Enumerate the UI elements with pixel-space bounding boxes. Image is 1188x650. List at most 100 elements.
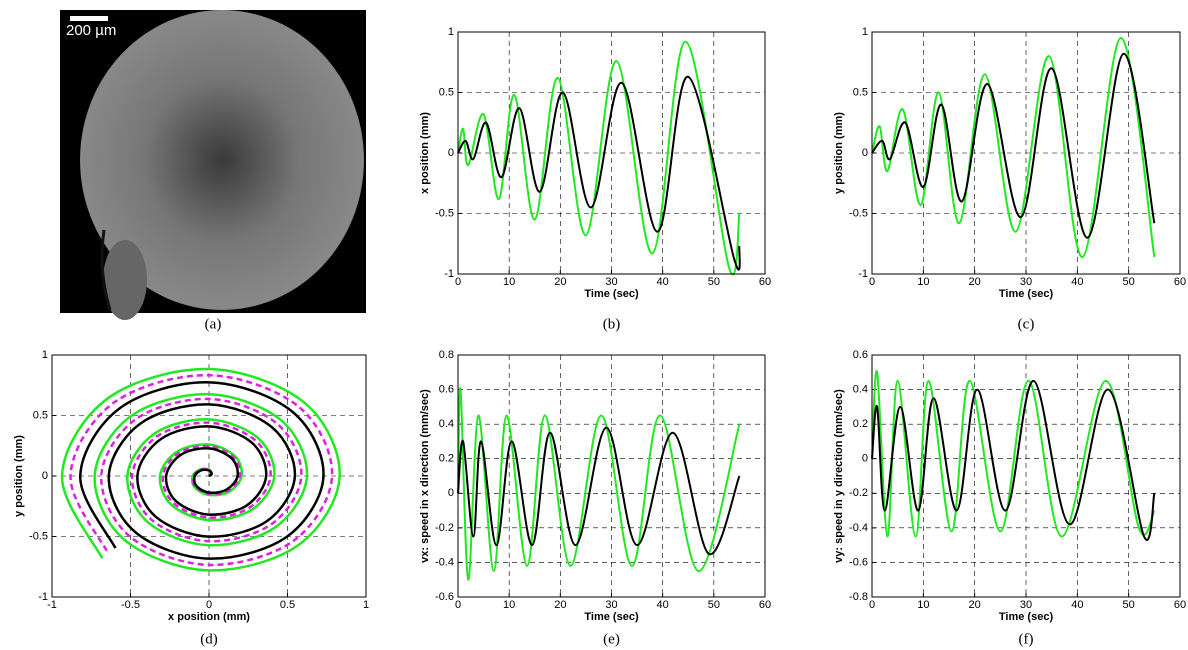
scale-label: 200 µm <box>66 22 116 39</box>
x-axis-label: Time (sec) <box>584 611 639 623</box>
x-tick-label: 20 <box>969 599 981 611</box>
x-tick-label: 30 <box>1020 599 1032 611</box>
x-tick-label: 40 <box>1071 276 1083 288</box>
x-tick-label: 10 <box>917 276 929 288</box>
plot-frame <box>871 31 1181 275</box>
y-tick-label: 0.2 <box>439 453 454 465</box>
caption: (b) <box>603 316 621 332</box>
y-tick-label: 0.5 <box>853 86 868 98</box>
x-tick-label: -1 <box>47 599 57 611</box>
x-tick-label: 10 <box>917 599 929 611</box>
y-tick-label: 0 <box>448 147 454 159</box>
x-tick-label: 0 <box>455 276 461 288</box>
y-tick-label: 0 <box>448 487 454 499</box>
y-tick-label: 1 <box>862 26 868 38</box>
data-line <box>457 426 741 555</box>
x-tick-label: 0 <box>206 599 212 611</box>
data-line <box>871 37 1156 259</box>
x-tick-label: 30 <box>1020 276 1032 288</box>
y-tick-label: -1 <box>858 268 868 280</box>
x-tick-label: 50 <box>1123 599 1135 611</box>
y-tick-label: 0.8 <box>439 349 454 361</box>
x-tick-label: 30 <box>605 599 617 611</box>
data-line <box>871 370 1156 538</box>
y-tick-label: -0.2 <box>435 522 454 534</box>
caption: (f) <box>1019 631 1034 647</box>
chart-panel: 0 10 20 30 40 50 60 -0.6 -0.4 -0.2 0 0.2 0.4 0.6 0.8 Ti… <box>419 349 771 648</box>
data-line <box>871 52 1156 239</box>
x-tick-label: 60 <box>759 599 771 611</box>
chart-panel: -1 -0.5 0 0.5 1 -1 -0.5 0 0.5 1 x position (mm) y p… <box>13 349 369 648</box>
y-tick-label: 0 <box>42 470 48 482</box>
data-line <box>60 367 341 572</box>
y-tick-label: -0.4 <box>435 556 454 568</box>
x-axis-label: Time (sec) <box>999 611 1054 623</box>
x-tick-label: 60 <box>1174 599 1186 611</box>
scale-bar <box>70 16 108 21</box>
data-line <box>457 387 741 581</box>
x-tick-label: 30 <box>605 276 617 288</box>
caption: (d) <box>200 631 218 647</box>
x-tick-label: 20 <box>554 599 566 611</box>
y-tick-label: 0 <box>862 147 868 159</box>
y-tick-label: -0.6 <box>849 556 868 568</box>
y-tick-label: 1 <box>42 349 48 361</box>
y-axis-label: y position (mm) <box>833 112 845 194</box>
y-tick-label: -0.4 <box>849 522 868 534</box>
x-tick-label: 0 <box>869 599 875 611</box>
chart-panel: 0 10 20 30 40 50 60 -1 -0.5 0 0.5 1 Time (sec) y posi… <box>833 26 1186 333</box>
x-tick-label: 40 <box>1071 599 1083 611</box>
caption: (e) <box>603 631 620 647</box>
plot-frame <box>457 31 766 275</box>
y-tick-label: 0.5 <box>33 409 48 421</box>
y-tick-label: 0.5 <box>439 86 454 98</box>
x-tick-label: 60 <box>1174 276 1186 288</box>
y-tick-label: -1 <box>38 591 48 603</box>
y-tick-label: -1 <box>444 268 454 280</box>
x-axis-label: x position (mm) <box>168 611 250 623</box>
tissue-fold <box>103 240 147 320</box>
y-axis-label: vx: speed in x direction (mm/sec) <box>419 389 431 563</box>
plot-frame <box>457 354 766 598</box>
y-tick-label: 0.6 <box>853 349 868 361</box>
y-tick-label: 0.6 <box>439 383 454 395</box>
y-tick-label: 0.4 <box>439 418 454 430</box>
y-tick-label: -0.5 <box>29 530 48 542</box>
y-tick-label: 0.2 <box>853 418 868 430</box>
x-tick-label: -0.5 <box>121 599 140 611</box>
y-axis-label: y position (mm) <box>13 435 25 517</box>
caption: (a) <box>205 316 222 332</box>
data-line <box>457 75 741 271</box>
data-line <box>79 381 325 560</box>
caption: (c) <box>1018 316 1035 332</box>
x-axis-label: Time (sec) <box>999 288 1054 300</box>
micrograph-panel: 200 µm (a) <box>60 10 366 332</box>
x-tick-label: 20 <box>969 276 981 288</box>
x-tick-label: 40 <box>657 599 669 611</box>
x-tick-label: 20 <box>554 276 566 288</box>
x-tick-label: 50 <box>708 599 720 611</box>
y-tick-label: -0.6 <box>435 591 454 603</box>
data-line <box>457 40 741 276</box>
fold-line <box>100 229 112 311</box>
x-tick-label: 50 <box>1123 276 1135 288</box>
y-tick-label: 0 <box>862 453 868 465</box>
plot-frame <box>51 354 367 598</box>
x-axis-label: Time (sec) <box>584 288 639 300</box>
data-line <box>871 379 1156 541</box>
x-tick-label: 40 <box>657 276 669 288</box>
x-tick-label: 1 <box>363 599 369 611</box>
plot-frame <box>871 354 1181 598</box>
x-tick-label: 10 <box>503 599 515 611</box>
x-tick-label: 10 <box>503 276 515 288</box>
y-tick-label: -0.5 <box>435 207 454 219</box>
chart-panel: 0 10 20 30 40 50 60 -0.8 -0.6 -0.4 -0.2 0 0.2 0.4 0.6 T… <box>833 349 1186 648</box>
x-tick-label: 0 <box>869 276 875 288</box>
y-tick-label: 0.4 <box>853 383 868 395</box>
y-tick-label: -0.5 <box>849 207 868 219</box>
y-tick-label: -0.8 <box>849 591 868 603</box>
x-tick-label: 0 <box>455 599 461 611</box>
y-tick-label: 1 <box>448 26 454 38</box>
y-axis-label: x position (mm) <box>419 112 431 194</box>
